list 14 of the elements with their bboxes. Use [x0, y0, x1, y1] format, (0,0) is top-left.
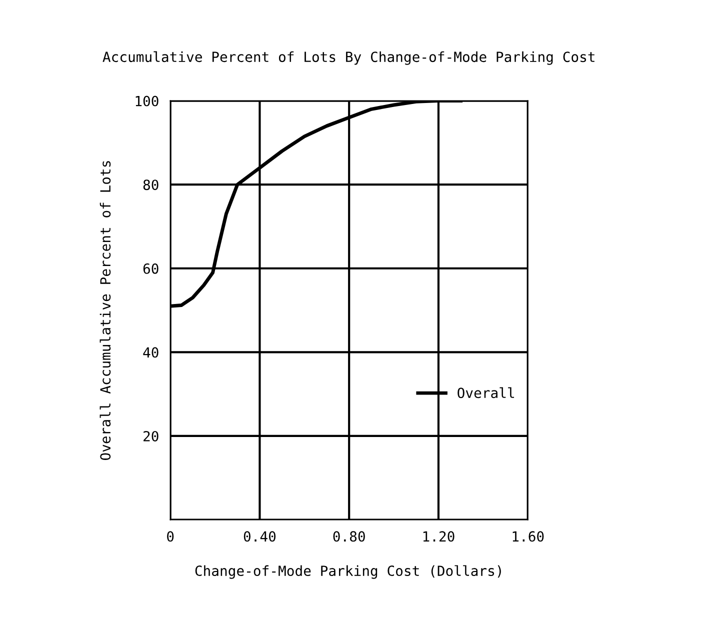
y-axis-title: Overall Accumulative Percent of Lots [100, 161, 111, 460]
x-tick-label: 0.40 [244, 531, 276, 542]
x-tick-label: 0 [167, 531, 174, 542]
y-tick-label: 60 [143, 263, 158, 274]
chart-title: Accumulative Percent of Lots By Change-of-Mode Parking Cost [102, 51, 594, 65]
y-tick-label: 40 [143, 347, 158, 358]
x-tick-label: 0.80 [333, 531, 365, 542]
x-axis-title: Change-of-Mode Parking Cost (Dollars) [195, 565, 501, 579]
x-tick-label: 1.60 [512, 531, 544, 542]
x-tick-label: 1.20 [423, 531, 454, 542]
y-tick-label: 100 [136, 96, 158, 106]
legend-label: Overall [458, 387, 514, 398]
y-tick-label: 80 [143, 180, 158, 190]
y-tick-label: 20 [144, 430, 158, 442]
